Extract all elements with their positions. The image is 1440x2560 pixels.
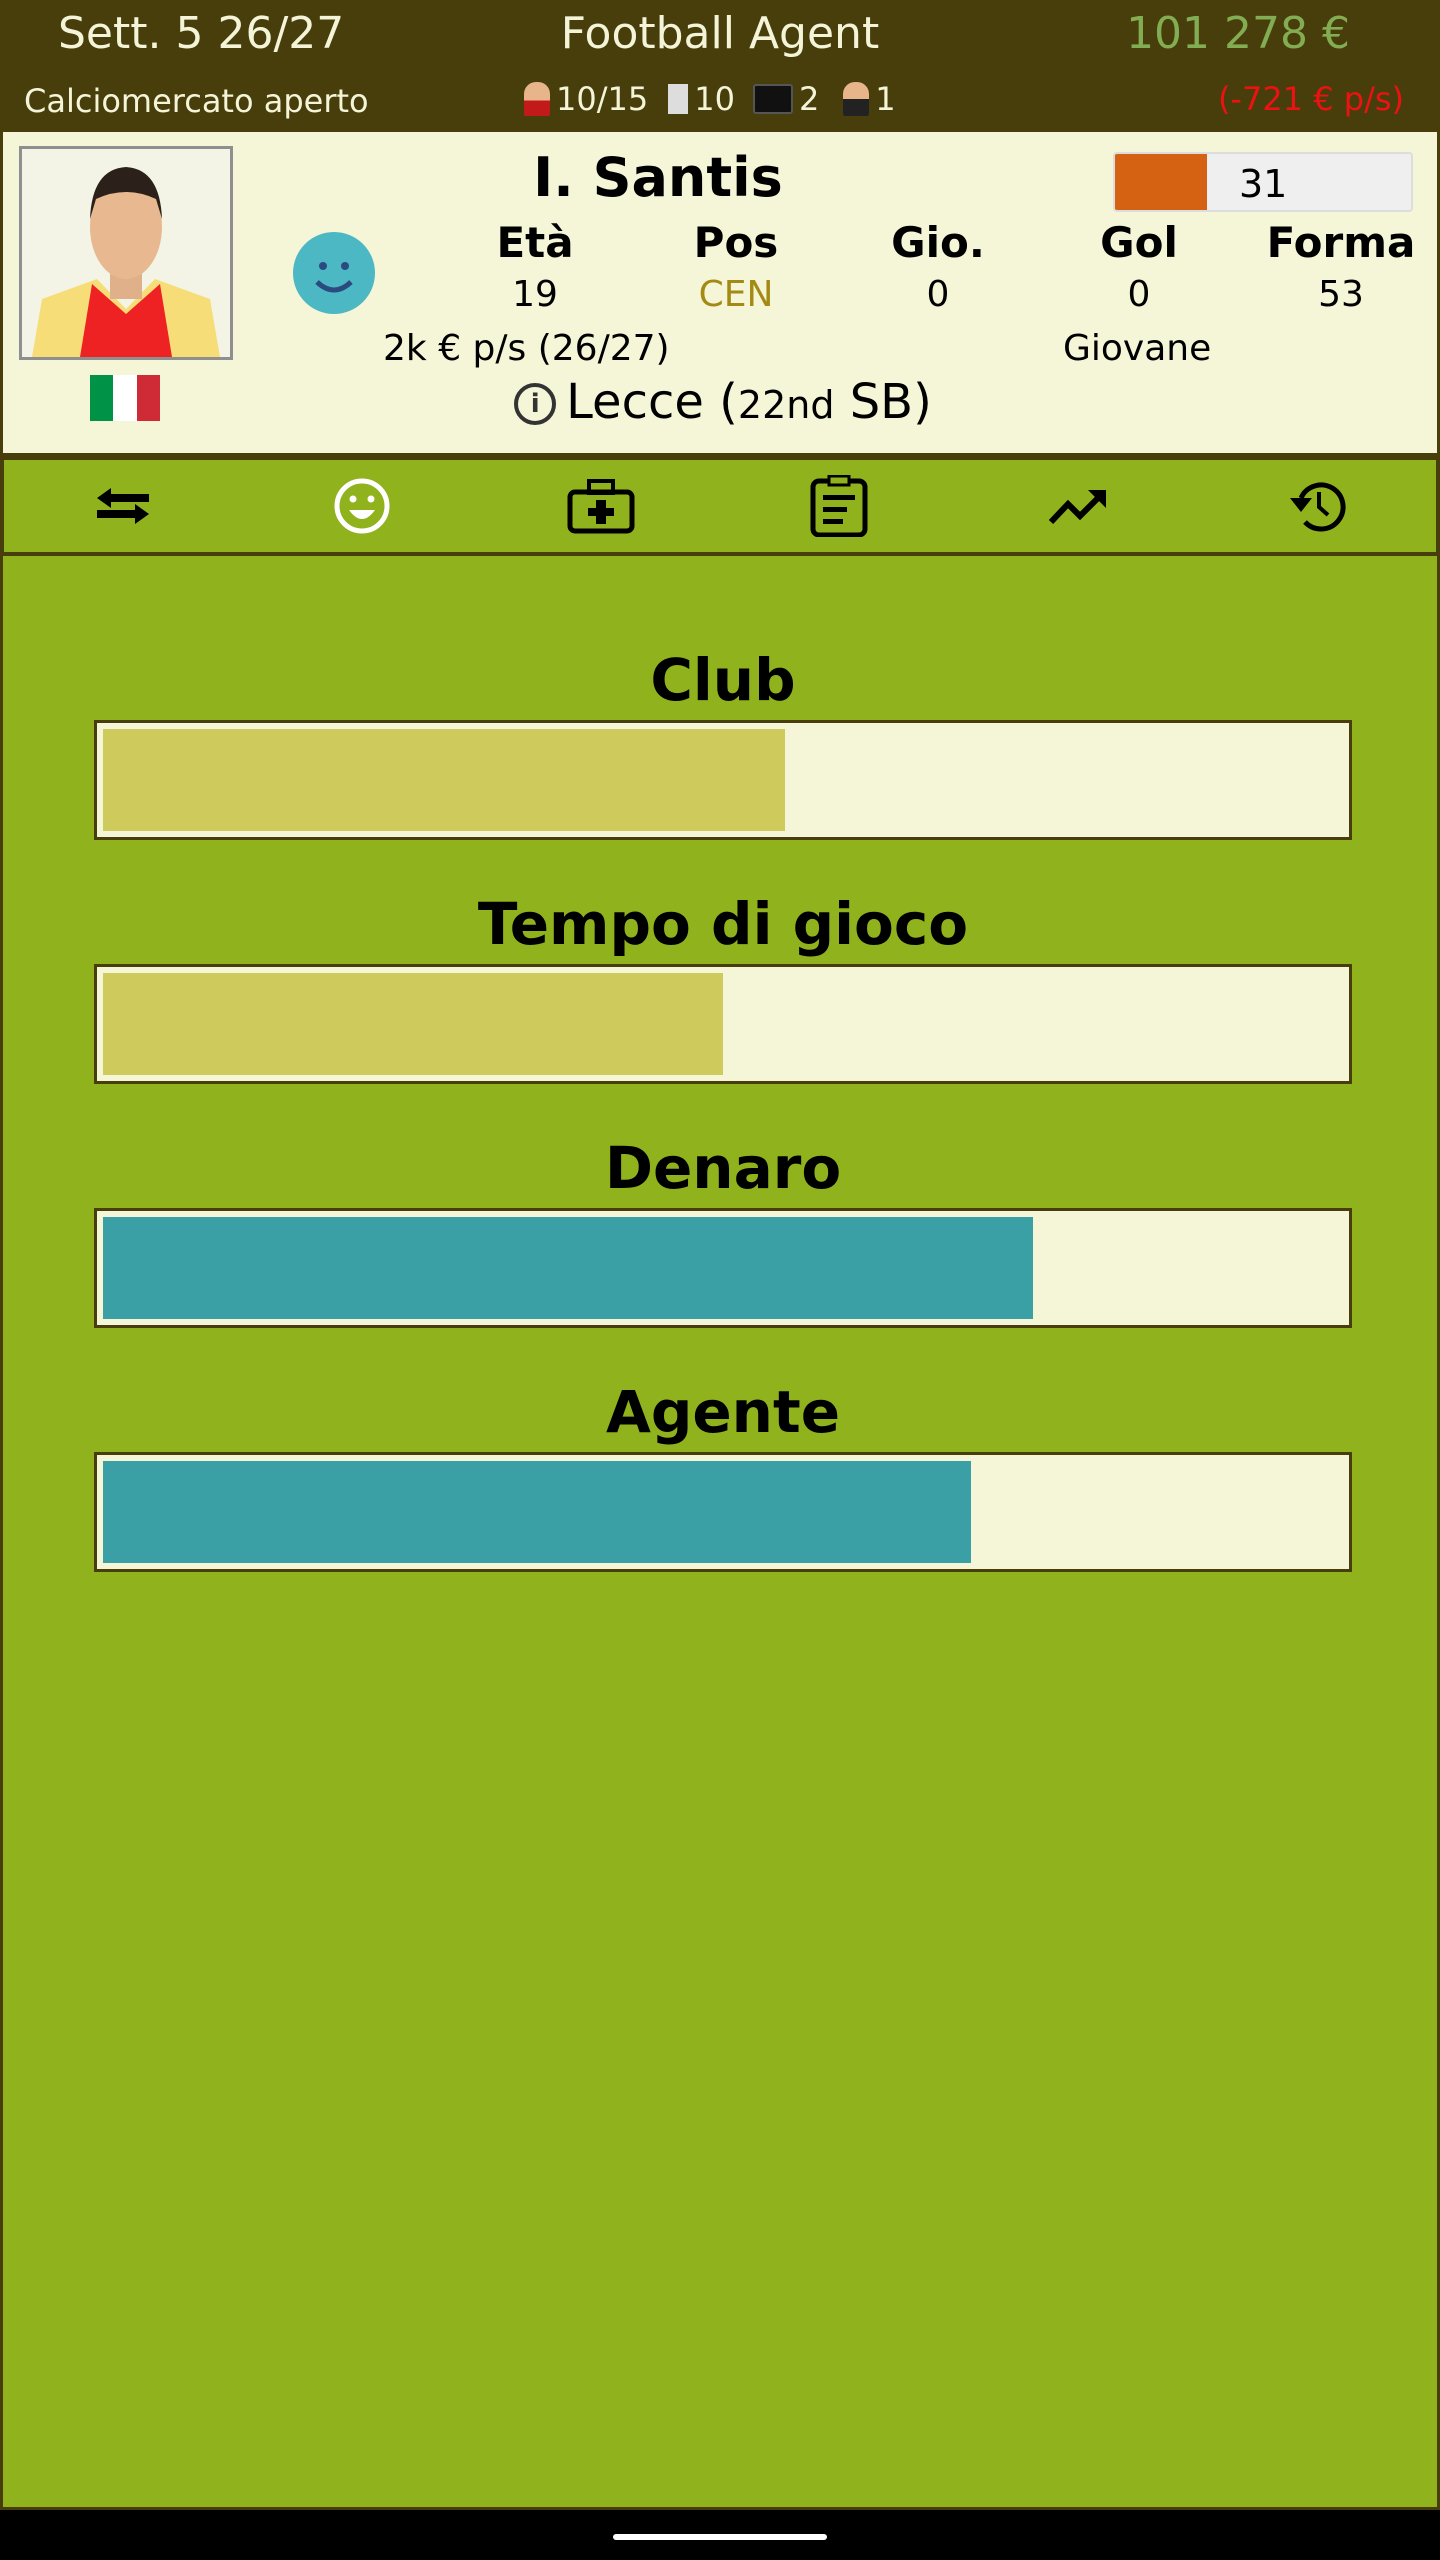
players-count: 10/15 <box>556 80 649 118</box>
player-avatar <box>19 146 233 360</box>
player-card: I. Santis 31 Età 19 Pos CEN Gio. 0 Gol 0 For… <box>0 132 1440 456</box>
satisfaction-club-fill <box>103 729 785 831</box>
rating-value: 31 <box>1239 162 1288 206</box>
tab-progress[interactable] <box>959 460 1198 552</box>
satisfaction-agent: Agente <box>94 1378 1352 1572</box>
stat-position: Pos CEN <box>693 218 779 315</box>
satisfaction-playtime: Tempo di gioco <box>94 890 1352 1084</box>
mood-smile-icon <box>293 232 375 314</box>
club-link[interactable]: i Lecce (22nd SB) <box>3 374 1440 430</box>
clipboard-icon <box>810 475 868 537</box>
balance: 101 278 € <box>1126 8 1350 59</box>
salary: 2k € p/s (26/27) <box>383 328 670 369</box>
player-category: Giovane <box>1063 328 1212 369</box>
tab-medical[interactable] <box>481 460 720 552</box>
agent-icon <box>843 82 870 116</box>
tab-bar <box>0 456 1440 556</box>
resource-counters: 10/15 10 2 1 <box>524 80 896 118</box>
smile-icon <box>334 478 390 534</box>
satisfaction-playtime-fill <box>103 973 723 1075</box>
player-name: I. Santis <box>533 146 783 209</box>
stat-form: Forma 53 <box>1266 218 1416 315</box>
tab-history[interactable] <box>1197 460 1436 552</box>
history-icon <box>1289 482 1346 532</box>
week-label: Sett. 5 26/27 <box>58 8 345 59</box>
home-gesture-bar[interactable] <box>613 2534 827 2540</box>
tab-mood[interactable] <box>243 460 482 552</box>
stat-age: Età 19 <box>496 218 574 315</box>
market-status: Calciomercato aperto <box>24 82 369 120</box>
agents-count: 1 <box>875 80 896 118</box>
satisfaction-agent-fill <box>103 1461 971 1563</box>
contract-icon <box>668 84 689 114</box>
top-bar: Sett. 5 26/27 Football Agent 101 278 € C… <box>0 0 1440 132</box>
stat-goals: Gol 0 <box>1100 218 1178 315</box>
tab-contract[interactable] <box>720 460 959 552</box>
satisfaction-panel: Club Tempo di gioco Denaro Agente <box>0 556 1440 2510</box>
nationality-flag <box>90 375 160 421</box>
contracts-count: 10 <box>694 80 735 118</box>
player-icon <box>524 82 550 116</box>
camera-icon <box>752 84 793 114</box>
app-title: Football Agent <box>560 8 880 59</box>
income-rate: (-721 € p/s) <box>1217 80 1404 118</box>
rating-bar: 31 <box>1113 152 1413 212</box>
trending-up-icon <box>1048 490 1107 525</box>
satisfaction-money-fill <box>103 1217 1033 1319</box>
satisfaction-money: Denaro <box>94 1134 1352 1328</box>
tab-transfer[interactable] <box>4 460 243 552</box>
satisfaction-club: Club <box>94 646 1352 840</box>
transfer-icon <box>97 488 150 524</box>
info-icon: i <box>514 383 557 425</box>
stat-games: Gio. 0 <box>891 218 985 315</box>
medical-kit-icon <box>567 479 635 534</box>
scouts-count: 2 <box>798 80 820 118</box>
